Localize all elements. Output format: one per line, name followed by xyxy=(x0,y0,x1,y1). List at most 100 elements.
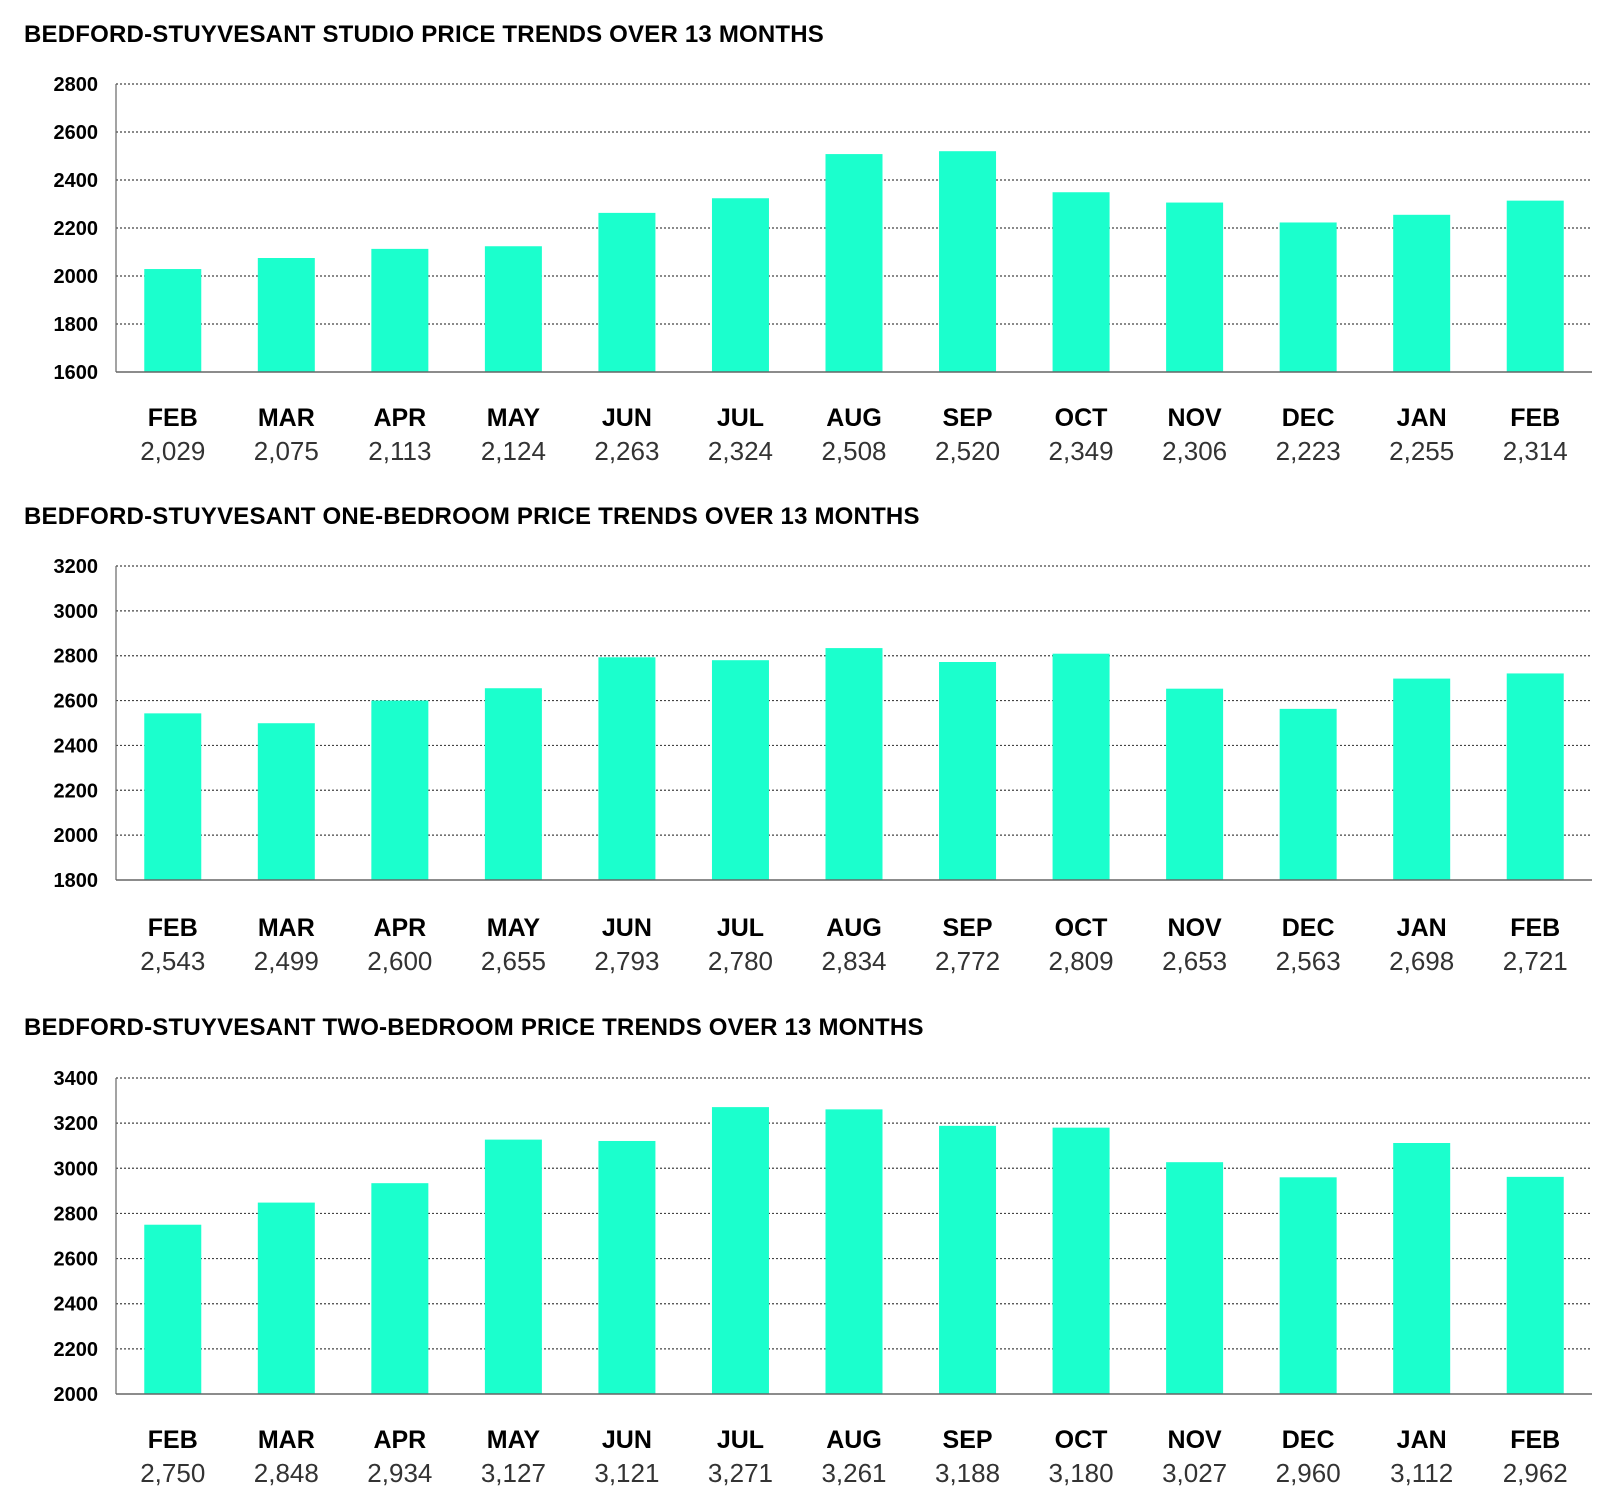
category-label: JUN xyxy=(602,1426,652,1454)
category-label: SEP xyxy=(943,914,993,942)
y-tick-label: 2000 xyxy=(54,825,99,847)
bar-jun xyxy=(598,1140,656,1394)
y-tick-label: 1800 xyxy=(54,314,99,336)
bar-mar xyxy=(257,258,315,372)
chart-title: BEDFORD-STUYVESANT TWO-BEDROOM PRICE TRE… xyxy=(24,1014,924,1041)
bar-apr xyxy=(371,1183,429,1394)
bar-aug xyxy=(825,1109,883,1394)
y-tick-label: 3000 xyxy=(54,601,99,623)
value-label: 2,508 xyxy=(821,436,886,466)
y-tick-label: 2600 xyxy=(54,122,99,144)
category-label: APR xyxy=(373,1426,426,1454)
value-label: 2,655 xyxy=(481,946,546,976)
bar-oct xyxy=(1052,1127,1110,1394)
bar-feb xyxy=(144,713,202,880)
bar-apr xyxy=(371,248,429,372)
bar-aug xyxy=(825,648,883,880)
bar-mar xyxy=(257,1202,315,1394)
category-label: JAN xyxy=(1397,914,1447,942)
category-label: JAN xyxy=(1397,404,1447,432)
value-label: 2,653 xyxy=(1162,946,1227,976)
category-label: NOV xyxy=(1168,914,1223,942)
value-label: 2,255 xyxy=(1389,436,1454,466)
value-label: 3,121 xyxy=(594,1458,659,1488)
bar-jan xyxy=(1393,678,1451,880)
y-tick-label: 1600 xyxy=(54,362,99,384)
category-label: NOV xyxy=(1168,1426,1223,1454)
category-label: SEP xyxy=(943,1426,993,1454)
category-label: JUL xyxy=(717,1426,764,1454)
bar-nov xyxy=(1166,688,1224,880)
bar-jan xyxy=(1393,1143,1451,1394)
bar-may xyxy=(484,1139,542,1394)
y-tick-label: 1800 xyxy=(54,870,99,892)
value-label: 2,223 xyxy=(1276,436,1341,466)
value-label: 2,499 xyxy=(254,946,319,976)
y-tick-label: 3400 xyxy=(54,1068,99,1090)
value-label: 3,027 xyxy=(1162,1458,1227,1488)
bar-feb xyxy=(1506,1176,1564,1394)
value-label: 3,261 xyxy=(821,1458,886,1488)
category-label: AUG xyxy=(826,404,882,432)
bar-jun xyxy=(598,212,656,372)
category-label: MAY xyxy=(487,914,541,942)
value-label: 2,834 xyxy=(821,946,886,976)
value-label: 2,962 xyxy=(1503,1458,1568,1488)
bar-may xyxy=(484,246,542,372)
category-label: FEB xyxy=(148,1426,198,1454)
chart-title: BEDFORD-STUYVESANT ONE-BEDROOM PRICE TRE… xyxy=(24,503,920,530)
category-label: JUN xyxy=(602,404,652,432)
category-label: APR xyxy=(373,914,426,942)
y-tick-label: 2000 xyxy=(54,1384,99,1406)
y-tick-label: 2400 xyxy=(54,170,99,192)
y-tick-label: 2800 xyxy=(54,1203,99,1225)
value-label: 2,721 xyxy=(1503,946,1568,976)
y-tick-label: 2400 xyxy=(54,1294,99,1316)
bar-sep xyxy=(939,151,997,372)
bar-feb xyxy=(1506,673,1564,880)
value-label: 2,772 xyxy=(935,946,1000,976)
category-label: SEP xyxy=(943,404,993,432)
category-label: MAY xyxy=(487,1426,541,1454)
value-label: 2,698 xyxy=(1389,946,1454,976)
bar-jul xyxy=(711,660,769,880)
value-label: 3,271 xyxy=(708,1458,773,1488)
bar-feb xyxy=(144,1224,202,1394)
value-label: 2,314 xyxy=(1503,436,1568,466)
value-label: 3,112 xyxy=(1390,1458,1453,1488)
y-tick-label: 2000 xyxy=(54,266,99,288)
bar-jun xyxy=(598,657,656,880)
bar-nov xyxy=(1166,1162,1224,1394)
y-tick-label: 2600 xyxy=(54,691,99,713)
y-tick-label: 2200 xyxy=(54,218,99,240)
bar-dec xyxy=(1279,222,1337,372)
chart-title: BEDFORD-STUYVESANT STUDIO PRICE TRENDS O… xyxy=(24,21,824,48)
value-label: 2,029 xyxy=(140,436,205,466)
value-label: 2,113 xyxy=(368,436,431,466)
value-label: 2,075 xyxy=(254,436,319,466)
y-tick-label: 3000 xyxy=(54,1158,99,1180)
bar-aug xyxy=(825,154,883,372)
value-label: 2,960 xyxy=(1276,1458,1341,1488)
bar-dec xyxy=(1279,708,1337,880)
category-label: DEC xyxy=(1282,914,1335,942)
bar-feb xyxy=(1506,200,1564,372)
value-label: 3,180 xyxy=(1049,1458,1114,1488)
y-tick-label: 3200 xyxy=(54,1113,99,1135)
bar-sep xyxy=(939,661,997,880)
bar-jul xyxy=(711,198,769,372)
bar-mar xyxy=(257,723,315,880)
category-label: JUN xyxy=(602,914,652,942)
category-label: FEB xyxy=(148,404,198,432)
y-tick-label: 2800 xyxy=(54,74,99,96)
value-label: 2,263 xyxy=(594,436,659,466)
value-label: 3,127 xyxy=(481,1458,546,1488)
value-label: 2,934 xyxy=(367,1458,432,1488)
bar-may xyxy=(484,688,542,880)
bar-dec xyxy=(1279,1177,1337,1394)
category-label: FEB xyxy=(1510,914,1560,942)
value-label: 2,563 xyxy=(1276,946,1341,976)
value-label: 2,750 xyxy=(140,1458,205,1488)
